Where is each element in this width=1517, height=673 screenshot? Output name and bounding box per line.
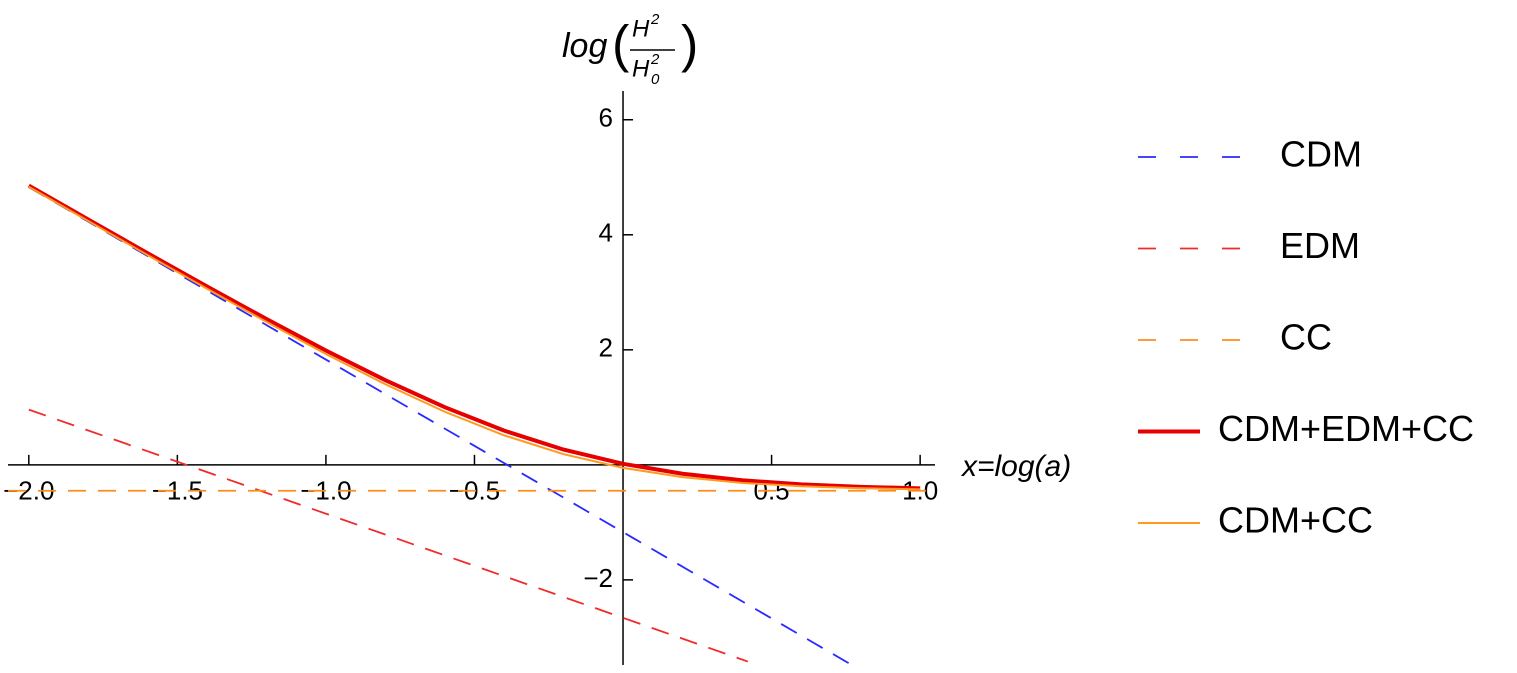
legend-label: CDM+EDM+CC [1218, 408, 1474, 449]
y-label-paren: ) [681, 16, 698, 74]
y-tick-label: 2 [599, 333, 613, 363]
series-line [27, 183, 921, 491]
y-tick-label: −2 [583, 563, 613, 593]
legend-label: EDM [1280, 225, 1360, 266]
y-tick-label: 4 [599, 218, 613, 248]
legend-label: CDM [1280, 134, 1362, 175]
y-label-den: H [632, 55, 650, 82]
series-line [28, 185, 921, 491]
y-label-num-sup: 2 [650, 11, 660, 28]
legend-label: CDM+CC [1218, 500, 1373, 541]
y-label-den-sub: 0 [651, 71, 660, 88]
legend-label: CC [1280, 317, 1332, 358]
x-label: x=log(a) [960, 450, 1071, 483]
y-label-den-sup: 2 [650, 51, 660, 68]
y-label-paren: ( [612, 16, 630, 74]
y-label-num: H [632, 15, 650, 42]
series-line [28, 408, 749, 663]
y-tick-label: 6 [599, 103, 613, 133]
series-line [28, 186, 850, 665]
y-label-func: log [562, 27, 607, 65]
